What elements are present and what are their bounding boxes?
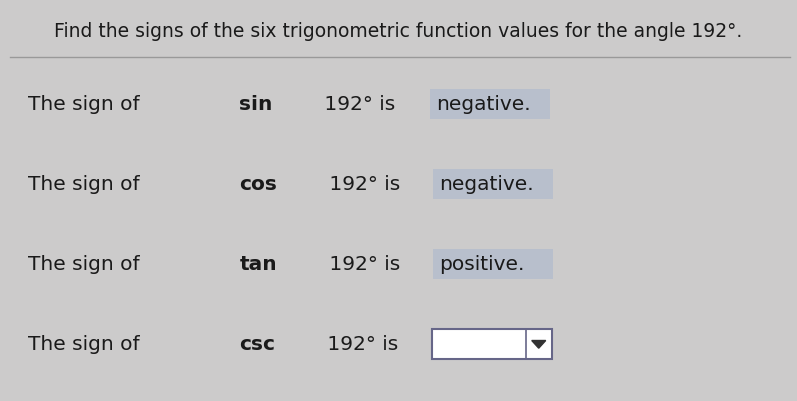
Text: 192° is: 192° is: [323, 255, 400, 274]
FancyBboxPatch shape: [432, 329, 552, 359]
FancyBboxPatch shape: [434, 170, 553, 200]
Text: 192° is: 192° is: [319, 95, 396, 114]
Text: sin: sin: [239, 95, 273, 114]
FancyBboxPatch shape: [433, 249, 553, 279]
Text: tan: tan: [239, 255, 277, 274]
Text: The sign of: The sign of: [28, 255, 146, 274]
Text: negative.: negative.: [436, 95, 530, 114]
FancyBboxPatch shape: [430, 90, 550, 120]
Text: negative.: negative.: [439, 175, 534, 194]
Text: cos: cos: [239, 175, 277, 194]
Text: 192° is: 192° is: [321, 335, 398, 354]
Polygon shape: [532, 341, 546, 348]
Text: The sign of: The sign of: [28, 335, 146, 354]
Text: The sign of: The sign of: [28, 175, 146, 194]
Text: The sign of: The sign of: [28, 95, 146, 114]
Text: 192° is: 192° is: [323, 175, 400, 194]
Text: positive.: positive.: [439, 255, 524, 274]
Text: csc: csc: [239, 335, 275, 354]
Text: Find the signs of the six trigonometric function values for the angle 192°.: Find the signs of the six trigonometric …: [54, 22, 742, 41]
